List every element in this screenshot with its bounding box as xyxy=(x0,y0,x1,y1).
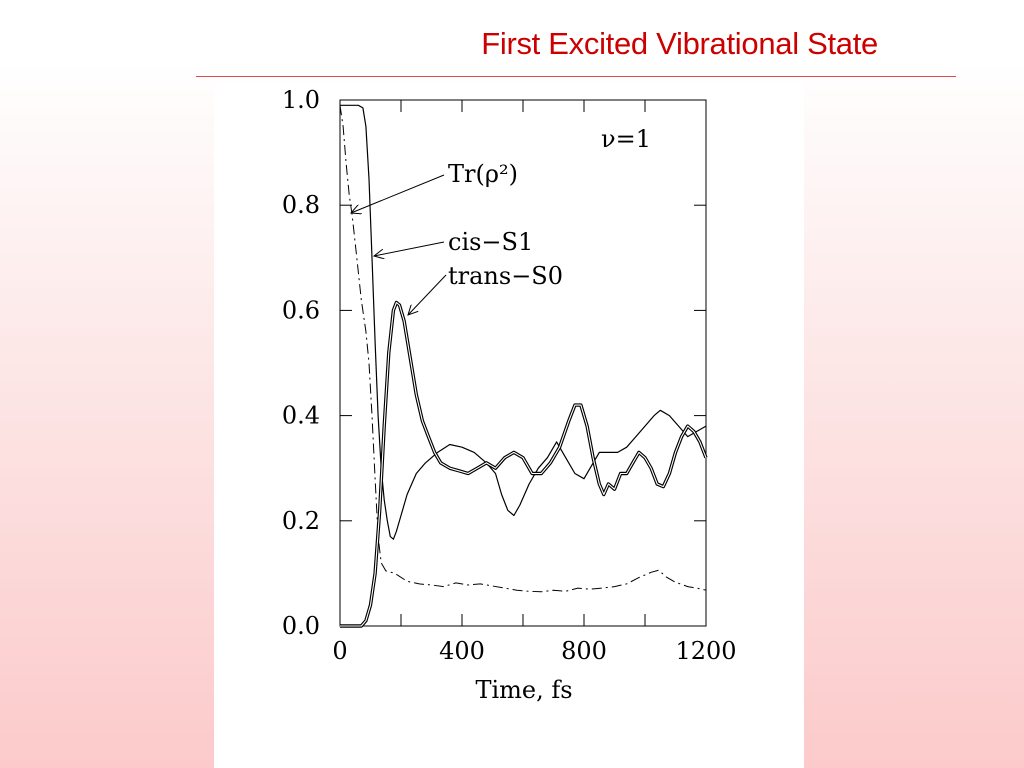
label-trans: trans−S0 xyxy=(448,262,563,290)
labels-layer: ν=1 Tr(ρ²) cis−S1 trans−S0 Time, fs xyxy=(351,125,651,704)
series-trans-s0-core xyxy=(340,301,707,627)
arrow-trans xyxy=(408,274,447,315)
plot-frame xyxy=(339,99,707,627)
y-tick-label: 0.8 xyxy=(282,191,320,219)
y-tick-label: 0.0 xyxy=(282,612,320,640)
annotation-nu: ν=1 xyxy=(601,125,651,153)
figure-panel: 0 400 800 1200 0.0 0.2 0.4 0.6 0.8 1.0 ν=1 Tr(ρ²)… xyxy=(214,82,804,768)
series-purity xyxy=(339,105,707,593)
series-layer xyxy=(339,104,708,628)
label-cis: cis−S1 xyxy=(448,228,533,256)
axes: 0 400 800 1200 0.0 0.2 0.4 0.6 0.8 1.0 xyxy=(282,86,737,665)
arrow-purity xyxy=(351,174,445,213)
arrow-cis xyxy=(374,241,445,256)
y-tick-label: 1.0 xyxy=(282,86,320,114)
x-tick-label: 0 xyxy=(332,637,347,665)
y-tick-label: 0.2 xyxy=(282,507,320,535)
y-tick-label: 0.4 xyxy=(282,402,320,430)
slide-title: First Excited Vibrational State xyxy=(481,26,878,61)
x-tick-label: 1200 xyxy=(675,637,736,665)
x-tick-label: 800 xyxy=(561,637,607,665)
series-cis-s1 xyxy=(340,104,707,540)
y-tick-label: 0.6 xyxy=(282,296,320,324)
x-axis-label: Time, fs xyxy=(475,676,572,704)
x-tick-label: 400 xyxy=(439,637,485,665)
label-purity: Tr(ρ²) xyxy=(448,160,518,188)
series-trans-s0 xyxy=(340,300,708,628)
title-divider xyxy=(196,76,956,77)
vibrational-state-chart: 0 400 800 1200 0.0 0.2 0.4 0.6 0.8 1.0 ν=1 Tr(ρ²)… xyxy=(282,86,737,704)
